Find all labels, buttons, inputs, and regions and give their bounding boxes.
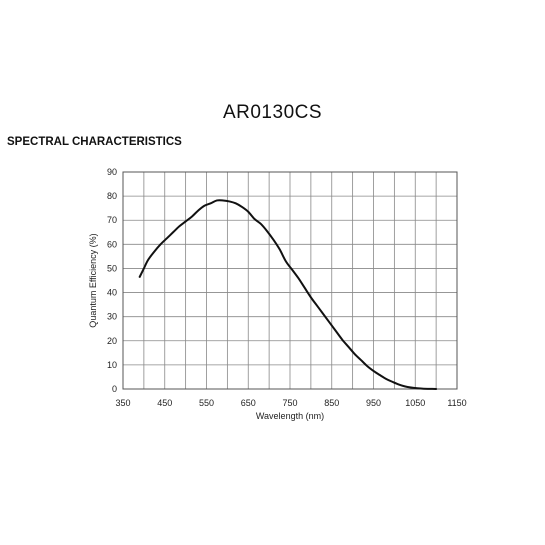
plot-frame xyxy=(122,171,458,390)
x-tick-label: 1150 xyxy=(447,398,466,408)
chart-grid xyxy=(122,171,458,390)
y-tick-label: 60 xyxy=(107,239,117,249)
y-tick-label: 80 xyxy=(107,191,117,201)
y-tick-label: 90 xyxy=(107,167,117,177)
x-axis-label: Wavelength (nm) xyxy=(256,411,324,421)
x-tick-label: 750 xyxy=(282,398,297,408)
x-tick-label: 650 xyxy=(241,398,256,408)
y-tick-label: 50 xyxy=(107,263,117,273)
y-tick-labels: 0 10 20 30 40 50 60 70 80 90 xyxy=(107,167,117,394)
y-tick-label: 0 xyxy=(112,384,117,394)
section-title: SPECTRAL CHARACTERISTICS xyxy=(7,136,182,148)
x-tick-label: 950 xyxy=(366,398,381,408)
x-tick-label: 550 xyxy=(199,398,214,408)
quantum-efficiency-line xyxy=(138,199,438,390)
x-tick-label: 1050 xyxy=(405,398,425,408)
y-tick-label: 10 xyxy=(107,360,117,370)
y-tick-label: 70 xyxy=(107,215,117,225)
x-tick-label: 350 xyxy=(115,398,130,408)
x-tick-label: 850 xyxy=(324,398,339,408)
y-tick-label: 30 xyxy=(107,312,117,322)
y-tick-label: 40 xyxy=(107,288,117,298)
y-tick-label: 20 xyxy=(107,336,117,346)
y-axis-label: Quantum Efficiency (%) xyxy=(88,233,98,327)
x-tick-labels: 350 450 550 650 750 850 950 1050 1150 xyxy=(115,398,466,408)
product-title: AR0130CS xyxy=(222,102,323,123)
x-tick-label: 450 xyxy=(157,398,172,408)
